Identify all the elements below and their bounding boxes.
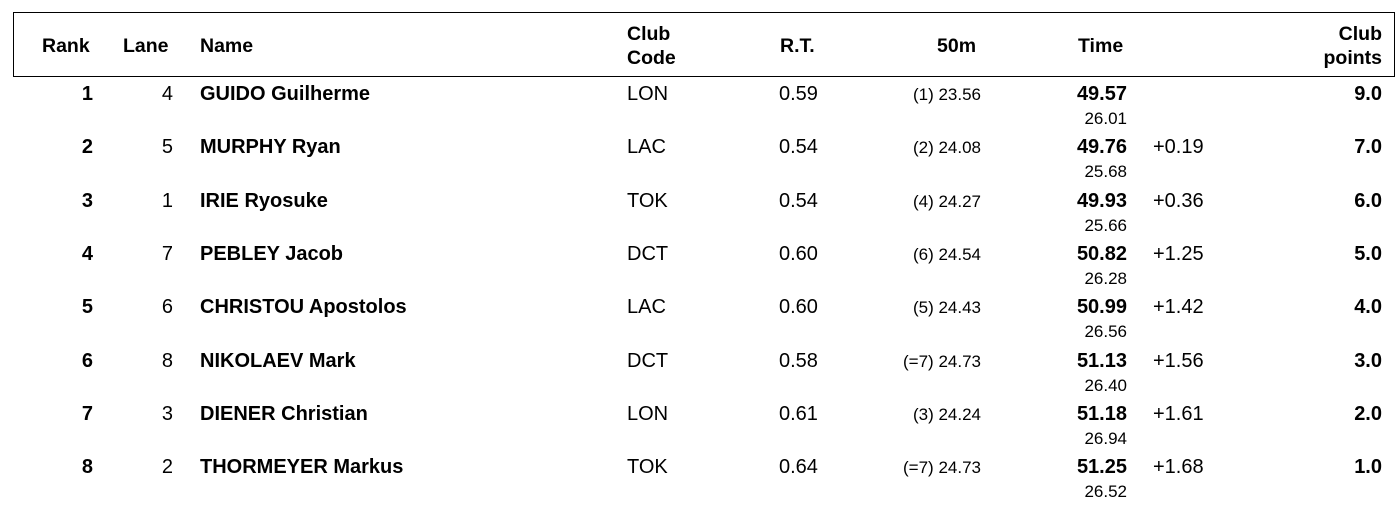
header-rank: Rank: [42, 35, 90, 57]
final-time: 51.13: [1076, 349, 1127, 372]
header-lane: Lane: [123, 35, 169, 57]
split-50m: (6) 24.54: [912, 244, 981, 264]
club-points: 1.0: [1354, 456, 1382, 479]
time-behind: +1.25: [1153, 242, 1204, 265]
table-row: 7 3 DIENER Christian LON 0.61 (3) 24.24 …: [0, 402, 1398, 455]
rank-cell: 4: [81, 242, 93, 265]
club-code: LON: [627, 83, 669, 105]
rank-cell: 6: [81, 349, 93, 372]
swimmer-name: GUIDO Guilherme: [200, 83, 371, 105]
club-code: DCT: [627, 349, 669, 372]
rank-cell: 7: [81, 402, 93, 425]
split-50m: (2) 24.08: [912, 138, 981, 158]
reaction-time: 0.54: [779, 136, 818, 159]
swimmer-name: MURPHY Ryan: [200, 136, 341, 159]
table-row: 6 8 NIKOLAEV Mark DCT 0.58 (=7) 24.73 51…: [0, 349, 1398, 402]
table-row: 1 4 GUIDO Guilherme LON 0.59 (1) 23.56 4…: [0, 82, 1398, 135]
swimmer-name: PEBLEY Jacob: [200, 242, 344, 265]
header-club-code-line1: Club: [627, 23, 671, 45]
results-table-header: [13, 12, 1395, 77]
final-time: 50.82: [1076, 242, 1127, 265]
rank-cell: 2: [81, 136, 93, 159]
club-points: 7.0: [1354, 136, 1382, 159]
reaction-time: 0.60: [779, 296, 818, 319]
club-points: 6.0: [1354, 189, 1382, 212]
header-club-code-line2: Code: [627, 47, 676, 69]
time-behind: +1.42: [1153, 296, 1204, 319]
split-50m: (4) 24.27: [912, 191, 981, 211]
second-split: 26.94: [1084, 428, 1127, 448]
time-behind: +0.19: [1153, 136, 1204, 159]
second-split: 26.56: [1084, 322, 1127, 342]
lane-cell: 5: [161, 136, 173, 159]
second-split: 25.66: [1084, 215, 1127, 235]
rank-cell: 5: [81, 296, 93, 319]
table-row: 3 1 IRIE Ryosuke TOK 0.54 (4) 24.27 49.9…: [0, 189, 1398, 242]
club-code: LAC: [627, 136, 666, 159]
lane-cell: 8: [161, 349, 173, 372]
header-club-points-line1: Club: [1338, 23, 1382, 45]
second-split: 26.40: [1084, 375, 1127, 395]
swimmer-name: NIKOLAEV Mark: [200, 349, 356, 372]
reaction-time: 0.58: [779, 349, 818, 372]
lane-cell: 1: [161, 189, 173, 212]
second-split: 26.01: [1084, 109, 1127, 128]
reaction-time: 0.59: [779, 83, 818, 105]
time-behind: +0.36: [1153, 189, 1204, 212]
split-50m: (3) 24.24: [912, 404, 981, 424]
split-50m: (1) 23.56: [912, 85, 981, 104]
swimmer-name: THORMEYER Markus: [200, 456, 404, 479]
club-points: 9.0: [1354, 83, 1382, 105]
swimmer-name: DIENER Christian: [200, 402, 368, 425]
lane-cell: 4: [161, 83, 173, 105]
rank-cell: 8: [81, 456, 93, 479]
club-code: TOK: [627, 189, 668, 212]
club-points: 2.0: [1354, 402, 1382, 425]
header-time: Time: [1078, 35, 1124, 57]
final-time: 49.76: [1076, 136, 1127, 159]
reaction-time: 0.64: [779, 456, 818, 479]
table-row: 4 7 PEBLEY Jacob DCT 0.60 (6) 24.54 50.8…: [0, 242, 1398, 295]
header-reaction-time: R.T.: [780, 35, 815, 57]
time-behind: +1.61: [1153, 402, 1204, 425]
club-code: DCT: [627, 242, 669, 265]
club-points: 4.0: [1354, 296, 1382, 319]
table-row: 5 6 CHRISTOU Apostolos LAC 0.60 (5) 24.4…: [0, 295, 1398, 348]
final-time: 51.18: [1076, 402, 1127, 425]
time-behind: +1.56: [1153, 349, 1204, 372]
lane-cell: 7: [161, 242, 173, 265]
swimmer-name: IRIE Ryosuke: [200, 189, 328, 212]
second-split: 26.52: [1084, 482, 1127, 502]
swimmer-name: CHRISTOU Apostolos: [200, 296, 407, 319]
table-row: 2 5 MURPHY Ryan LAC 0.54 (2) 24.08 49.76…: [0, 135, 1398, 188]
header-club-points-line2: points: [1323, 47, 1383, 69]
second-split: 25.68: [1084, 162, 1127, 182]
rank-cell: 1: [81, 83, 93, 105]
time-behind: +1.68: [1153, 456, 1204, 479]
header-name: Name: [200, 35, 254, 57]
lane-cell: 6: [161, 296, 173, 319]
club-code: TOK: [627, 456, 668, 479]
final-time: 49.93: [1076, 189, 1127, 212]
final-time: 51.25: [1076, 456, 1127, 479]
final-time: 50.99: [1076, 296, 1127, 319]
club-code: LAC: [627, 296, 666, 319]
club-points: 5.0: [1354, 242, 1382, 265]
rank-cell: 3: [81, 189, 93, 212]
second-split: 26.28: [1084, 268, 1127, 288]
reaction-time: 0.61: [779, 402, 818, 425]
club-code: LON: [627, 402, 669, 425]
reaction-time: 0.54: [779, 189, 818, 212]
header-50m-split: 50m: [937, 35, 977, 57]
lane-cell: 3: [161, 402, 173, 425]
table-row: 8 2 THORMEYER Markus TOK 0.64 (=7) 24.73…: [0, 455, 1398, 508]
final-time: 49.57: [1076, 83, 1127, 105]
lane-cell: 2: [161, 456, 173, 479]
club-points: 3.0: [1354, 349, 1382, 372]
split-50m: (5) 24.43: [912, 298, 981, 318]
split-50m: (=7) 24.73: [903, 351, 981, 371]
split-50m: (=7) 24.73: [903, 458, 981, 478]
reaction-time: 0.60: [779, 242, 818, 265]
